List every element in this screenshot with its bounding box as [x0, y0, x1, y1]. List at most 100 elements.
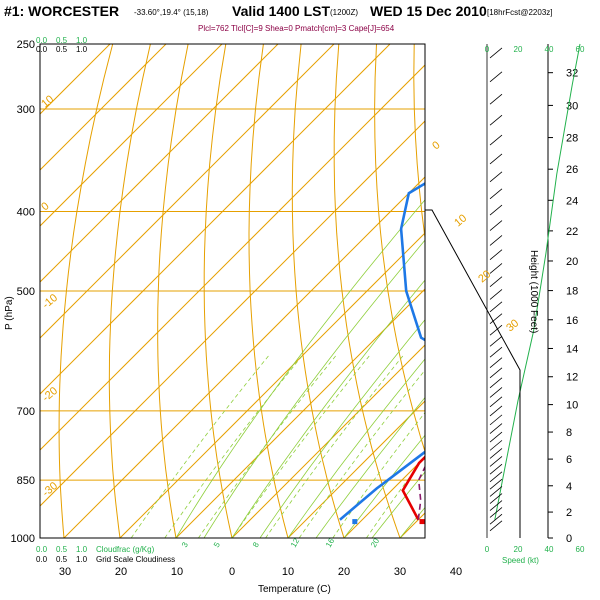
cloud-scale-top2: 1.0 [76, 45, 88, 54]
wind-barb [489, 423, 503, 434]
wind-barb [489, 431, 503, 443]
wind-scale-top: 0 [485, 45, 490, 54]
wind-barb [489, 346, 503, 358]
isotherm-label: 10 [39, 93, 56, 110]
wind-barb [489, 367, 503, 379]
wind-barb [489, 387, 503, 398]
moist-adiabat [203, 239, 425, 538]
cloud-scale-top: 0.5 [56, 36, 68, 45]
isotherm [40, 44, 223, 227]
isotherm-label: 20 [476, 268, 493, 285]
isotherm [287, 400, 425, 538]
height-tick-label: 2 [566, 507, 572, 519]
moist-adiabat [175, 199, 425, 538]
cloud-scale-bottom: 0.0 [36, 545, 48, 554]
cloud-scale-top: 0.0 [36, 36, 48, 45]
valid-time: Valid 1400 LST [232, 3, 330, 19]
wind-barb [489, 478, 503, 490]
wind-barb [489, 440, 503, 451]
isotherm-label: 30 [504, 317, 521, 334]
pressure-tick-label: 300 [17, 104, 35, 116]
height-tick-label: 28 [566, 133, 578, 145]
temperature-tick-label: 20 [338, 566, 350, 578]
wind-scale-bottom: 20 [514, 545, 523, 554]
wind-barb [489, 188, 503, 200]
wind-barb [489, 486, 503, 497]
height-tick-label: 32 [566, 68, 578, 80]
wind-barb [489, 414, 503, 426]
wind-barb [489, 463, 503, 475]
height-tick-label: 14 [566, 343, 578, 355]
wind-barb [489, 448, 503, 459]
mixing-ratio-label: 5 [212, 540, 222, 549]
wind-barb [489, 153, 503, 165]
mixing-ratio-label: 3 [180, 540, 190, 549]
forecast-info: [18hrFcst@2203z] [487, 8, 552, 17]
station-title: #1: WORCESTER [4, 3, 119, 19]
mixing-ratio-line [332, 411, 425, 538]
wind-barb [489, 471, 503, 483]
moist-adiabat [456, 44, 600, 538]
series-parcel [417, 465, 425, 520]
utc-time: (1200Z) [330, 8, 358, 17]
pressure-tick-label: 700 [17, 406, 35, 418]
wind-scale-bottom: 0 [485, 545, 490, 554]
valid-date: WED 15 Dec 2010 [370, 3, 487, 19]
cloud-scale-top2: 0.0 [36, 45, 48, 54]
dry-adiabat [157, 44, 189, 538]
height-tick-label: 24 [566, 195, 578, 207]
mixing-ratio-line [298, 369, 425, 538]
height-tick-label: 26 [566, 164, 578, 176]
cloud-scale-bottom: 0.5 [56, 545, 68, 554]
pressure-tick-label: 500 [17, 286, 35, 298]
height-tick-label: 8 [566, 427, 572, 439]
height-tick-label: 0 [566, 533, 572, 545]
dry-adiabat [203, 44, 233, 538]
isotherm-label: -30 [40, 480, 60, 499]
wind-axis-label: Speed (kt) [502, 556, 539, 565]
isotherm [231, 344, 425, 538]
height-axis-label: Height (1000 Feet) [528, 250, 539, 333]
isotherm [40, 120, 425, 507]
wind-barb [489, 301, 503, 313]
isotherm [63, 176, 425, 538]
wind-barb [489, 324, 503, 336]
cloud-tick-label: 30 [59, 566, 71, 578]
dry-adiabat [413, 44, 425, 241]
y-axis-label: P (hPa) [4, 296, 15, 330]
chart-grid [40, 44, 600, 538]
wind-barb [489, 276, 503, 288]
pressure-tick-label: 250 [17, 39, 35, 51]
wind-scale-bottom: 60 [576, 545, 585, 554]
cloud-scale-bottom: Cloudfrac (g/Kg) [96, 545, 155, 554]
height-tick-label: 16 [566, 315, 578, 327]
wind-scale-top: 20 [514, 45, 523, 54]
moist-adiabat [343, 434, 425, 538]
wind-panel-outline [425, 209, 521, 538]
height-tick-label: 20 [566, 256, 578, 268]
wind-barb [489, 47, 503, 59]
series-dewpoint [339, 181, 425, 521]
cloud-tick-label: 20 [115, 566, 127, 578]
height-tick-label: 18 [566, 286, 578, 298]
pressure-tick-label: 400 [17, 206, 35, 218]
isotherm [40, 44, 391, 395]
cloud-scale-bottom: 1.0 [76, 545, 88, 554]
wind-barb [489, 520, 503, 532]
cloud-scale-top2: 0.5 [56, 45, 68, 54]
cloud-scale-bottom2: 0.5 [56, 555, 68, 564]
mixing-ratio-line [231, 355, 370, 538]
mixing-ratio-label: 8 [251, 540, 261, 549]
wind-barb [489, 249, 503, 261]
mixing-ratio-line [366, 455, 425, 538]
height-tick-label: 22 [566, 226, 578, 238]
pressure-tick-label: 850 [17, 475, 35, 487]
cloud-tick-label: 10 [171, 566, 183, 578]
wind-barb [489, 235, 503, 246]
isotherm [40, 44, 279, 283]
dry-adiabat [58, 44, 114, 538]
x-axis-label: Temperature (C) [258, 584, 331, 595]
